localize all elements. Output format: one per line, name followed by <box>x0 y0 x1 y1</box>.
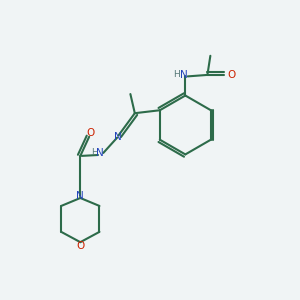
Text: H: H <box>173 70 180 80</box>
Text: N: N <box>114 132 122 142</box>
Text: N: N <box>76 190 84 201</box>
Text: H: H <box>91 148 98 158</box>
Text: O: O <box>76 241 85 251</box>
Text: N: N <box>96 148 103 158</box>
Text: O: O <box>86 128 95 138</box>
Text: N: N <box>180 70 188 80</box>
Text: O: O <box>227 70 236 80</box>
